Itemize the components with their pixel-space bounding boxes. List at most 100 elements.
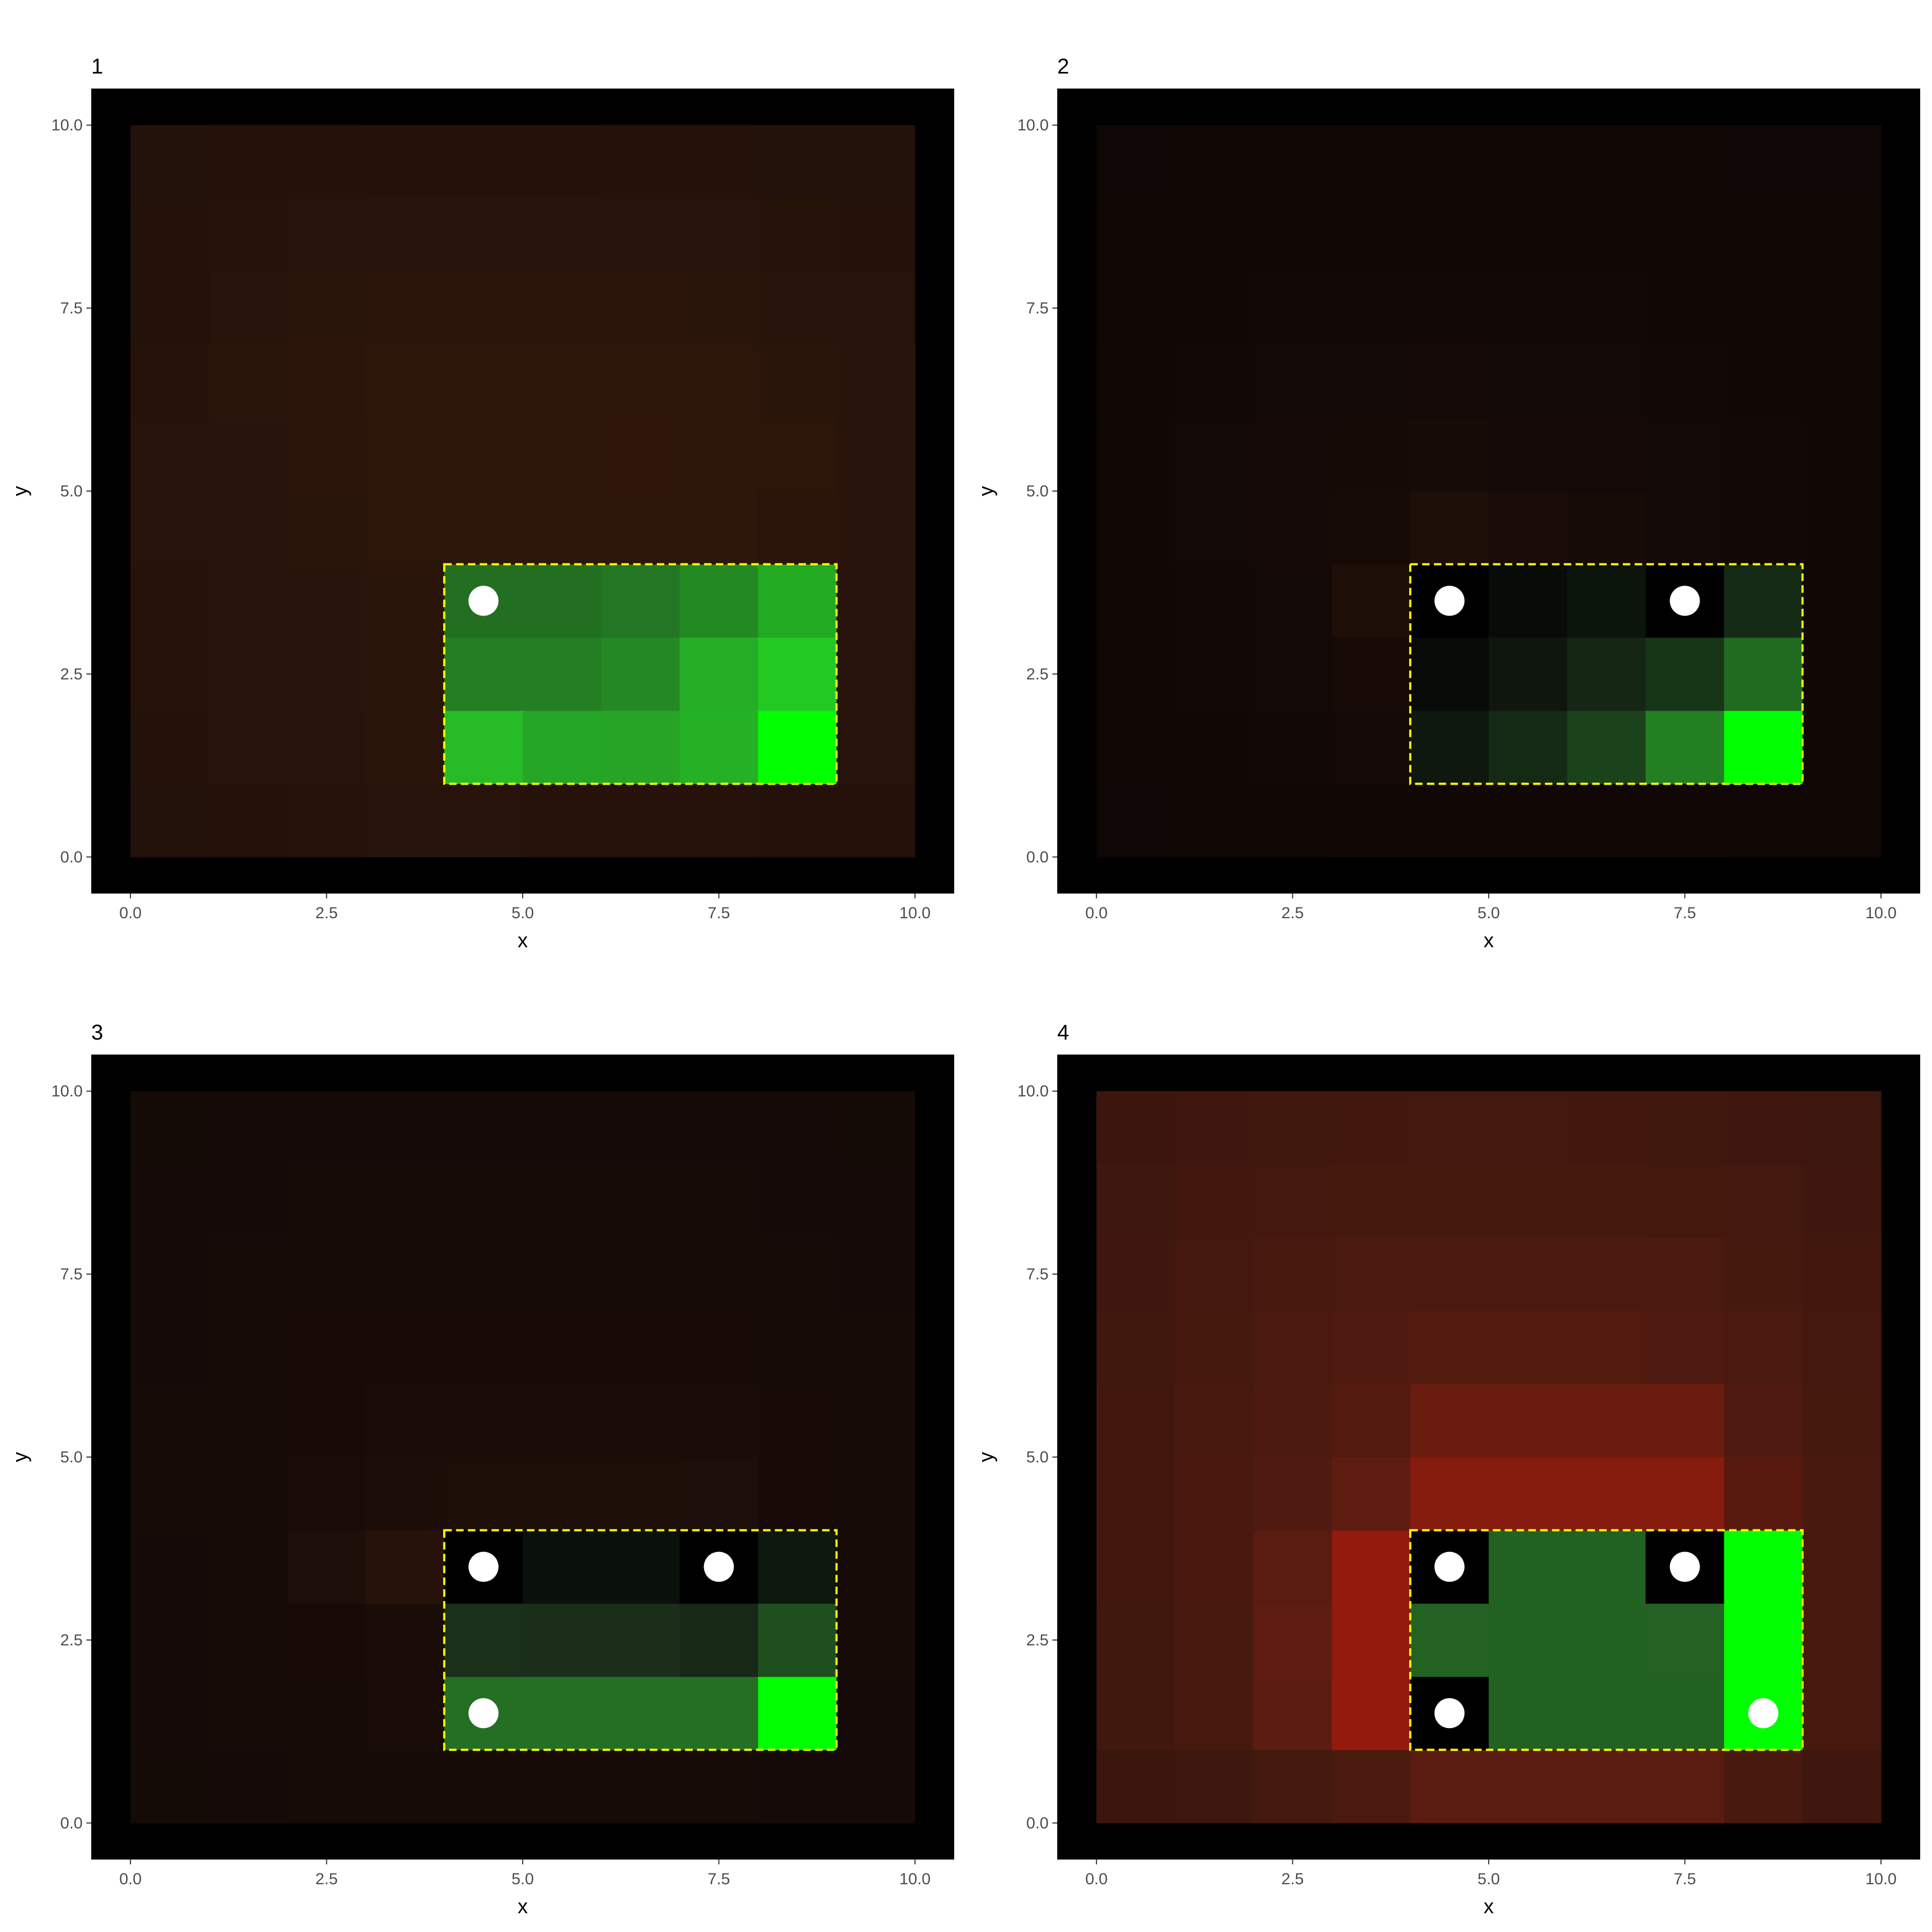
heatmap-cell bbox=[1567, 564, 1646, 638]
heatmap-cell bbox=[758, 345, 837, 419]
heatmap-cell bbox=[1096, 1384, 1175, 1458]
heatmap-cell bbox=[209, 345, 288, 419]
heatmap-cell bbox=[679, 1311, 759, 1385]
heatmap-cell bbox=[679, 418, 759, 492]
heatmap-cell bbox=[1645, 1237, 1725, 1311]
heatmap-cell bbox=[836, 784, 916, 858]
heatmap-cell bbox=[836, 125, 916, 199]
point-marker bbox=[1670, 586, 1700, 616]
heatmap-cell bbox=[1489, 1311, 1568, 1385]
heatmap-cell bbox=[130, 1237, 209, 1311]
heatmap-cell bbox=[1645, 1603, 1725, 1677]
heatmap-cell bbox=[523, 198, 602, 272]
heatmap-cell bbox=[523, 1457, 602, 1531]
x-tick-label: 10.0 bbox=[1865, 1870, 1897, 1888]
y-tick-label: 2.5 bbox=[60, 665, 83, 683]
heatmap-cell bbox=[1253, 1530, 1333, 1604]
heatmap-cell bbox=[365, 1530, 445, 1604]
x-tick-label: 0.0 bbox=[1085, 904, 1108, 922]
heatmap-cell bbox=[758, 1091, 837, 1165]
y-tick-label: 10.0 bbox=[52, 1082, 83, 1100]
heatmap-cell bbox=[365, 345, 445, 419]
heatmap-cell bbox=[1724, 1091, 1803, 1165]
point-marker bbox=[1434, 1552, 1465, 1582]
heatmap-cell bbox=[1331, 1603, 1411, 1677]
heatmap-panel-2: 0.0 2.5 5.0 7.5 10.0 0.0 2.5 5.0 7.5 10.0 x y 2 bbox=[975, 55, 1920, 952]
heatmap-cell bbox=[1802, 1237, 1882, 1311]
heatmap-cell bbox=[679, 345, 759, 419]
heatmap-cell bbox=[1410, 1237, 1489, 1311]
heatmap-cell bbox=[444, 1311, 523, 1385]
heatmap-cell bbox=[1410, 1164, 1489, 1238]
heatmap-cell bbox=[1096, 1457, 1175, 1531]
heatmap-cell bbox=[1724, 125, 1803, 199]
heatmap-cell bbox=[601, 1677, 680, 1751]
heatmap-cell bbox=[523, 1384, 602, 1458]
heatmap-cell bbox=[1331, 784, 1411, 858]
heatmap-cell bbox=[679, 1750, 759, 1824]
x-tick-label: 5.0 bbox=[1477, 904, 1500, 922]
heatmap-cell bbox=[1645, 637, 1725, 711]
heatmap-cell bbox=[1331, 1530, 1411, 1604]
heatmap-cell bbox=[1489, 1677, 1568, 1751]
heatmap-cell bbox=[287, 1457, 367, 1531]
heatmap-cell bbox=[1802, 1530, 1882, 1604]
heatmap-cell bbox=[1175, 1530, 1254, 1604]
heatmap-cell bbox=[679, 1677, 759, 1751]
heatmap-cell bbox=[1410, 1603, 1489, 1677]
heatmap-cell bbox=[1175, 1311, 1254, 1385]
heatmap-cell bbox=[1489, 418, 1568, 492]
x-tick-label: 5.0 bbox=[511, 904, 534, 922]
heatmap-cell bbox=[523, 418, 602, 492]
heatmap-cell bbox=[1096, 1237, 1175, 1311]
heatmap-cell bbox=[836, 1237, 916, 1311]
heatmap-cell bbox=[601, 198, 680, 272]
heatmap-cell bbox=[444, 1603, 523, 1677]
heatmap-cell bbox=[209, 125, 288, 199]
heatmap-cell bbox=[130, 784, 209, 858]
x-tick-label: 0.0 bbox=[119, 1870, 142, 1888]
heatmap-cell bbox=[601, 784, 680, 858]
panel-title: 2 bbox=[1057, 55, 1069, 78]
heatmap-cell bbox=[1331, 711, 1411, 785]
heatmap-cell bbox=[287, 1750, 367, 1824]
heatmap-cell bbox=[1253, 1677, 1333, 1751]
heatmap-cell bbox=[1410, 1457, 1489, 1531]
heatmap-cell bbox=[287, 1311, 367, 1385]
heatmap-cell bbox=[1645, 1311, 1725, 1385]
heatmap-cell bbox=[1724, 1603, 1803, 1677]
heatmap-cell bbox=[1175, 125, 1254, 199]
heatmap-cell bbox=[523, 784, 602, 858]
heatmap-cell bbox=[679, 637, 759, 711]
heatmap-cell bbox=[1175, 345, 1254, 419]
heatmap-cell bbox=[523, 1091, 602, 1165]
y-tick-label: 5.0 bbox=[1026, 1448, 1049, 1466]
heatmap-cell bbox=[287, 491, 367, 565]
heatmap-cell bbox=[601, 637, 680, 711]
heatmap-cell bbox=[679, 1237, 759, 1311]
heatmap-cell bbox=[1410, 418, 1489, 492]
heatmap-cell bbox=[365, 784, 445, 858]
heatmap-cell bbox=[365, 564, 445, 638]
heatmap-cell bbox=[130, 125, 209, 199]
heatmap-cell bbox=[209, 271, 288, 345]
y-tick-label: 5.0 bbox=[60, 482, 83, 500]
heatmap-cell bbox=[1331, 1237, 1411, 1311]
heatmap-cell bbox=[1175, 1603, 1254, 1677]
x-tick-label: 5.0 bbox=[511, 1870, 534, 1888]
heatmap-cell bbox=[444, 271, 523, 345]
heatmap-cell bbox=[1645, 271, 1725, 345]
heatmap-cell bbox=[1253, 491, 1333, 565]
x-tick-label: 10.0 bbox=[1865, 904, 1897, 922]
y-tick-label: 2.5 bbox=[60, 1631, 83, 1649]
heatmap-cell bbox=[836, 1164, 916, 1238]
y-tick-label: 10.0 bbox=[1018, 116, 1049, 134]
highlight-region bbox=[443, 563, 838, 785]
heatmap-cell bbox=[287, 271, 367, 345]
point-marker bbox=[468, 1552, 499, 1582]
heatmap-cell bbox=[1724, 1384, 1803, 1458]
heatmap-cell bbox=[209, 418, 288, 492]
point-marker bbox=[1434, 1698, 1465, 1729]
heatmap-cell bbox=[1724, 198, 1803, 272]
heatmap-cell bbox=[444, 1091, 523, 1165]
